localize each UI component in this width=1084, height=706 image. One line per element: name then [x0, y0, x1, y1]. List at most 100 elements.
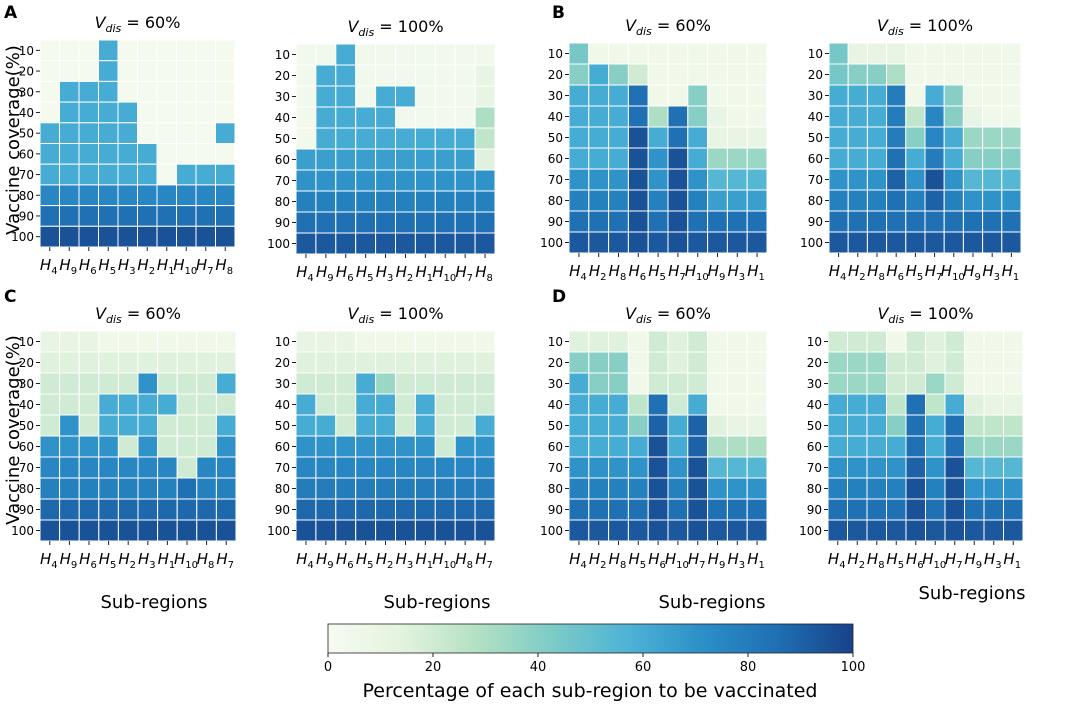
heatmap-cell — [117, 205, 138, 227]
heatmap-cell — [707, 63, 728, 86]
heatmap-cell — [195, 60, 216, 82]
heatmap-cell — [414, 435, 436, 458]
heatmap-cell — [315, 330, 337, 353]
heatmap-cell — [157, 372, 178, 395]
heatmap-cell — [982, 168, 1003, 191]
y-tick-label: 60 — [19, 147, 34, 161]
heatmap-cell — [355, 351, 377, 374]
y-tick-label: 10 — [808, 47, 823, 61]
heatmap-cell — [627, 126, 649, 149]
heatmap-cell — [828, 63, 849, 86]
heatmap-cell — [608, 330, 629, 353]
heatmap-cell — [157, 330, 178, 353]
heatmap-cell — [1001, 84, 1022, 107]
heatmap-cell — [866, 105, 888, 128]
heatmap-cell — [395, 372, 416, 395]
heatmap-cell — [295, 85, 317, 108]
heatmap-cell — [608, 210, 629, 233]
heatmap-cell — [414, 232, 436, 255]
heatmap-cell — [588, 498, 610, 521]
heatmap-cell — [886, 42, 907, 65]
heatmap-cell — [726, 105, 748, 128]
heatmap-cell — [726, 189, 748, 212]
heatmap-cell — [944, 351, 965, 374]
heatmap-cell — [414, 127, 436, 150]
heatmap-cell — [886, 330, 907, 353]
heatmap-cell — [434, 435, 456, 458]
heatmap-cell — [78, 205, 99, 227]
heatmap-cell — [707, 147, 728, 170]
heatmap-cell — [886, 351, 907, 374]
heatmap-cell — [687, 330, 709, 353]
heatmap-cell — [196, 456, 217, 479]
heatmap-cell — [905, 189, 926, 212]
heatmap-cell — [847, 372, 868, 395]
heatmap-cell — [627, 435, 649, 458]
heatmap-cell — [176, 330, 198, 353]
heatmap-cell — [117, 163, 138, 186]
heatmap-cell — [454, 477, 476, 500]
heatmap-cell — [667, 147, 689, 170]
heatmap-cell — [726, 414, 748, 437]
heatmap-cell — [746, 231, 768, 254]
heatmap-cell — [335, 393, 357, 416]
y-tick-label: 70 — [19, 461, 34, 475]
heatmap-cell — [847, 477, 868, 500]
heatmap-cell — [434, 127, 456, 150]
heatmap-cell — [454, 414, 476, 437]
heatmap-cell — [982, 189, 1003, 212]
heatmap-cell — [59, 39, 80, 62]
heatmap-cell — [59, 80, 80, 103]
heatmap-cell — [726, 147, 748, 170]
heatmap-cell — [687, 105, 709, 128]
heatmap-cell — [315, 414, 337, 437]
y-tick-label: 80 — [807, 482, 822, 496]
heatmap-cell — [78, 163, 99, 186]
heatmap-cell — [568, 126, 590, 149]
heatmap-cell — [746, 498, 768, 521]
heatmap-cell — [78, 122, 99, 145]
heatmap-cell — [295, 414, 317, 437]
heatmap-cell — [568, 168, 590, 191]
x-tick-label: H8 — [455, 550, 473, 571]
x-tick-label: H10 — [174, 550, 198, 571]
heatmap-cell — [847, 42, 868, 65]
heatmap-cell — [667, 330, 689, 353]
heatmap-cell — [667, 105, 689, 128]
heatmap-cell — [1001, 231, 1022, 254]
colorbar-tick-label: 0 — [324, 660, 332, 675]
y-tick-label: 70 — [275, 461, 290, 475]
heatmap-cell — [983, 498, 1004, 521]
heatmap-cell — [355, 43, 377, 66]
y-tick-label: 60 — [808, 152, 823, 166]
heatmap-cell — [847, 330, 868, 353]
heatmap-cell — [905, 126, 926, 149]
heatmap-cell — [627, 351, 649, 374]
heatmap-cell — [39, 393, 61, 416]
heatmap-cell — [335, 127, 357, 150]
x-axis-label-d2: Sub-regions — [918, 583, 1025, 604]
heatmap-cell — [474, 477, 496, 500]
heatmap-cell — [215, 456, 237, 479]
heatmap-cell — [137, 414, 159, 437]
heatmap-cell — [687, 84, 709, 107]
heatmap-cell — [196, 435, 217, 458]
heatmap-cell — [707, 519, 728, 542]
heatmap-cell — [627, 189, 649, 212]
y-tick-label: 40 — [19, 398, 34, 412]
heatmap-cell — [414, 414, 436, 437]
heatmap-title: Vdis = 60% — [95, 304, 181, 326]
heatmap-cell — [395, 127, 416, 150]
y-tick-label: 60 — [19, 440, 34, 454]
heatmap-cell — [78, 101, 99, 124]
heatmap-cell — [98, 143, 119, 165]
heatmap-cell — [667, 351, 689, 374]
heatmap-cell — [355, 498, 377, 521]
heatmap-cell — [687, 477, 709, 500]
heatmap-cell — [454, 372, 476, 395]
heatmap-cell — [395, 211, 416, 234]
heatmap-cell — [866, 231, 888, 254]
heatmap-cell — [176, 80, 197, 103]
heatmap-cell — [943, 42, 964, 65]
